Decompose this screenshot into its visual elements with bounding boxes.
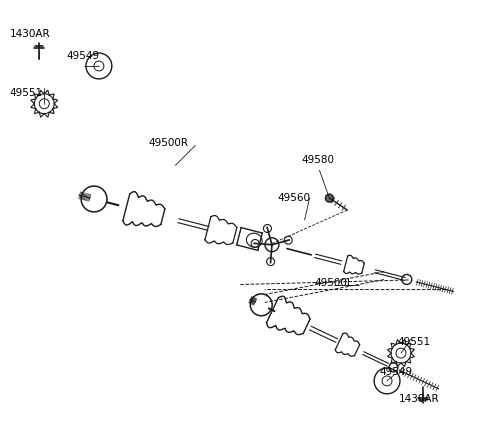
Text: 49549: 49549 <box>66 51 99 61</box>
Text: 1430AR: 1430AR <box>399 394 440 404</box>
Text: 49580: 49580 <box>301 155 335 166</box>
Text: 1430AR: 1430AR <box>10 29 50 39</box>
Circle shape <box>325 194 334 202</box>
Text: 49500R: 49500R <box>149 139 189 148</box>
Text: 49500L: 49500L <box>314 278 353 287</box>
Text: 49560: 49560 <box>278 193 311 203</box>
Text: 49549: 49549 <box>379 367 412 377</box>
Text: 49551: 49551 <box>397 337 430 347</box>
Text: 49551: 49551 <box>10 88 43 98</box>
